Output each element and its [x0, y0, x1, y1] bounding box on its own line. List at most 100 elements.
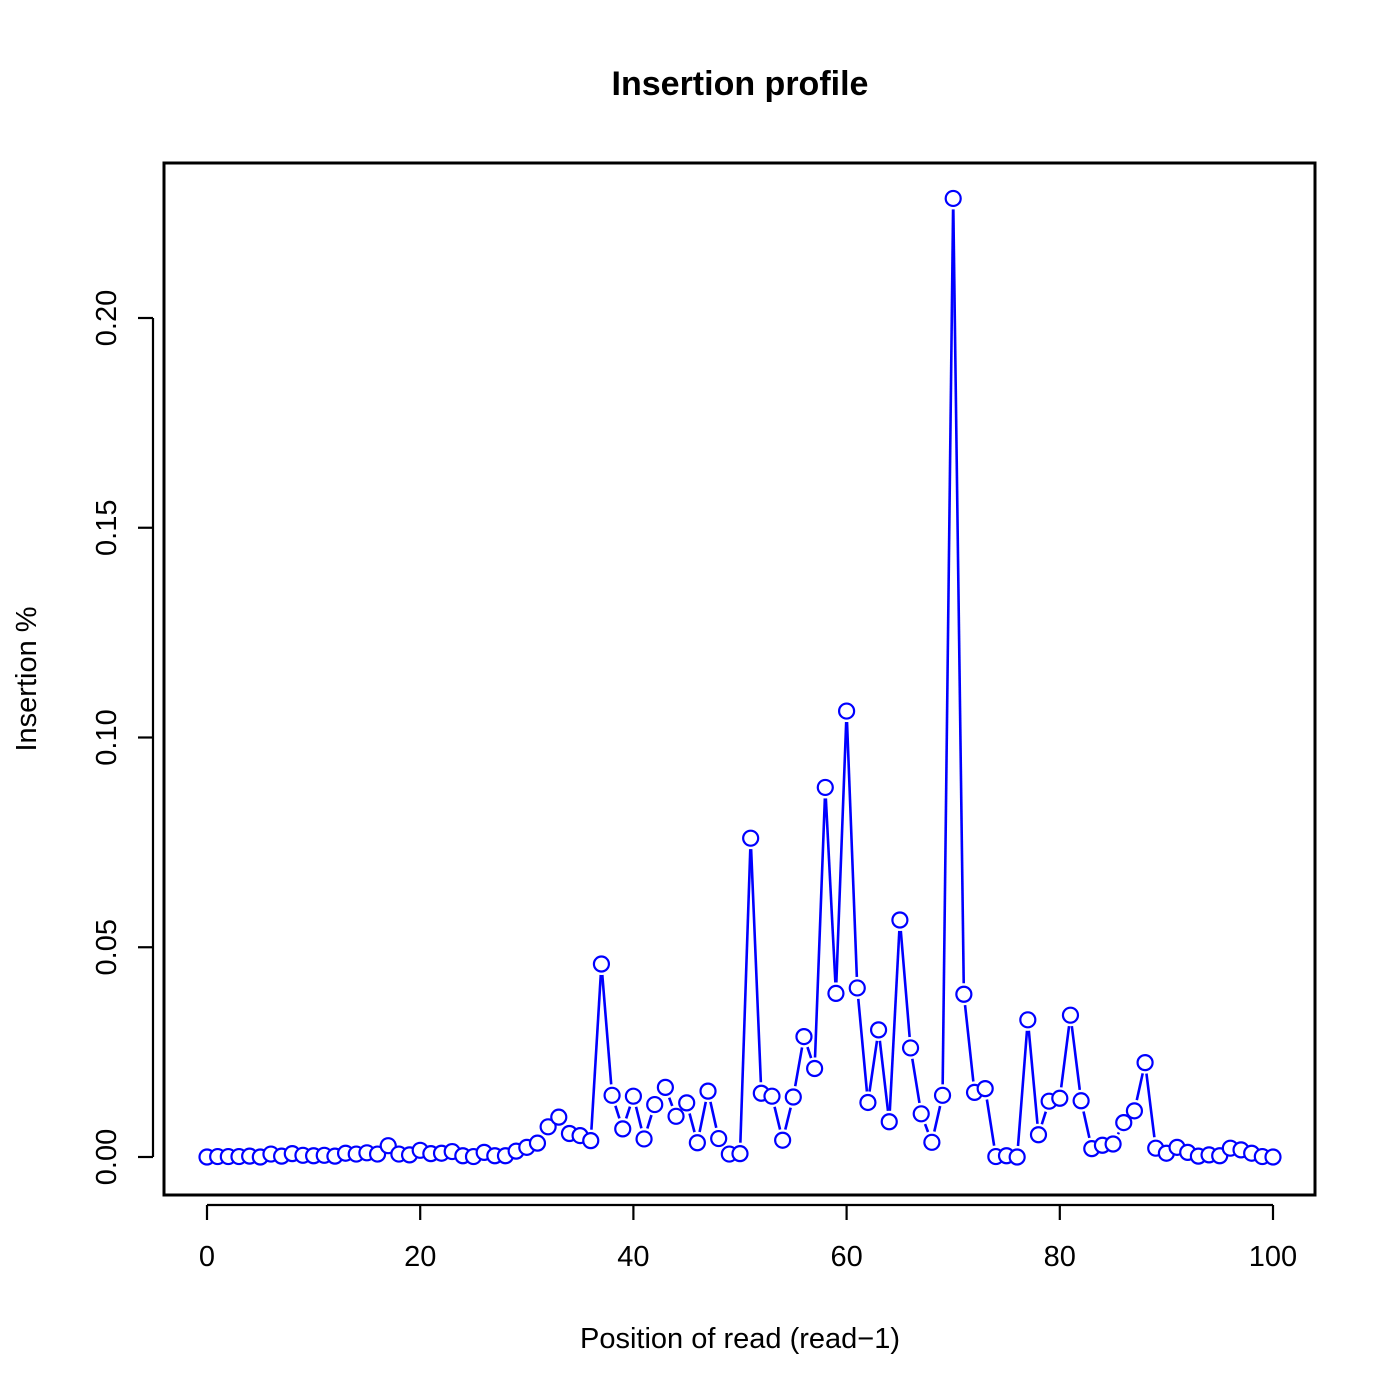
series-segment — [1116, 1131, 1121, 1135]
data-point — [880, 1113, 898, 1131]
data-point — [1051, 1089, 1069, 1107]
series-segment — [624, 1106, 632, 1119]
data-point — [635, 1130, 653, 1148]
data-point — [646, 1095, 664, 1114]
data-point — [859, 1093, 877, 1112]
data-point — [582, 1132, 600, 1150]
series-segment — [1027, 1030, 1039, 1124]
data-point — [944, 189, 962, 208]
series-segment — [985, 1099, 996, 1146]
data-point — [1125, 1102, 1144, 1120]
series-segment — [634, 1106, 643, 1129]
series-segment — [824, 798, 837, 983]
data-point — [528, 1134, 547, 1152]
y-tick-label: 0.00 — [91, 1129, 123, 1185]
data-point — [550, 1108, 568, 1126]
x-axis: 0 20 40 60 80 100 — [199, 1203, 1297, 1273]
series-segment — [835, 722, 848, 983]
data-point — [1115, 1114, 1133, 1132]
x-tick-label: 0 — [199, 1241, 215, 1273]
data-point — [795, 1028, 813, 1046]
series-points — [198, 189, 1282, 1166]
series-segment — [709, 1101, 718, 1129]
series-segment — [601, 974, 613, 1085]
y-axis: 0.00 0.05 0.10 0.15 0.20 — [91, 290, 155, 1185]
data-point — [1061, 1006, 1080, 1024]
y-tick-label: 0.10 — [91, 709, 123, 765]
data-point — [710, 1129, 728, 1148]
x-tick-label: 40 — [617, 1241, 649, 1273]
y-tick-label: 0.20 — [91, 290, 123, 346]
data-point — [837, 702, 856, 720]
data-point — [1029, 1126, 1048, 1144]
x-tick-label: 100 — [1249, 1241, 1297, 1273]
data-point — [731, 1145, 749, 1163]
series-segment — [1145, 1073, 1156, 1138]
data-point — [891, 911, 909, 929]
data-point — [1136, 1054, 1154, 1072]
series-segment — [845, 722, 859, 977]
x-tick-label: 80 — [1044, 1241, 1076, 1273]
series-segment — [749, 849, 763, 1083]
chart-title: Insertion profile — [612, 65, 869, 103]
data-point — [923, 1133, 941, 1151]
data-point — [624, 1087, 643, 1105]
series-segment — [1082, 1111, 1091, 1139]
series-segment — [868, 1040, 879, 1092]
series-segment — [888, 930, 901, 1111]
data-point — [1072, 1092, 1090, 1110]
data-point — [603, 1086, 621, 1104]
series-segment — [646, 1114, 653, 1129]
data-point — [678, 1094, 696, 1112]
data-point — [933, 1086, 952, 1104]
data-point — [656, 1078, 674, 1096]
series-line — [590, 209, 1156, 1147]
data-point — [774, 1131, 792, 1149]
series-segment — [878, 1040, 890, 1111]
series-segment — [590, 974, 603, 1130]
data-point — [955, 985, 973, 1003]
y-tick-label: 0.05 — [91, 919, 123, 975]
series-segment — [698, 1101, 708, 1133]
series-segment — [806, 1046, 813, 1059]
series-segment — [614, 1105, 621, 1119]
series-segment — [1059, 1025, 1071, 1088]
series-segment — [899, 930, 911, 1038]
x-axis-label: Position of read (read−1) — [580, 1323, 900, 1355]
series-segment — [667, 1097, 674, 1107]
data-point — [742, 829, 760, 847]
data-point — [592, 955, 611, 973]
y-axis-label: Insertion % — [11, 606, 43, 751]
series-segment — [1070, 1025, 1082, 1091]
x-tick-label: 60 — [830, 1241, 862, 1273]
data-point — [912, 1105, 930, 1123]
series-segment — [793, 1047, 804, 1087]
data-point — [869, 1021, 888, 1039]
data-point — [784, 1088, 802, 1106]
data-point — [1019, 1011, 1037, 1029]
series-segment — [856, 998, 869, 1092]
data-point — [699, 1082, 717, 1100]
series-segment — [923, 1123, 930, 1133]
data-point — [763, 1087, 781, 1105]
series-segment — [911, 1058, 921, 1104]
series-segment — [813, 798, 827, 1058]
series-segment — [1135, 1073, 1144, 1101]
plot-area-frame — [162, 161, 1317, 1197]
data-point — [614, 1120, 632, 1138]
data-point — [667, 1107, 685, 1125]
series-segment — [784, 1107, 792, 1130]
series-segment — [952, 209, 966, 984]
data-point — [827, 984, 845, 1002]
series-segment — [773, 1106, 782, 1130]
series-segment — [933, 1105, 942, 1132]
data-point — [688, 1134, 706, 1152]
data-point — [1104, 1135, 1122, 1153]
data-point — [901, 1039, 920, 1057]
series-segment — [963, 1005, 975, 1082]
data-point — [816, 778, 834, 797]
data-point — [806, 1059, 824, 1078]
series-segment — [1040, 1111, 1048, 1125]
data-point — [848, 979, 866, 997]
data-point — [1008, 1148, 1026, 1166]
